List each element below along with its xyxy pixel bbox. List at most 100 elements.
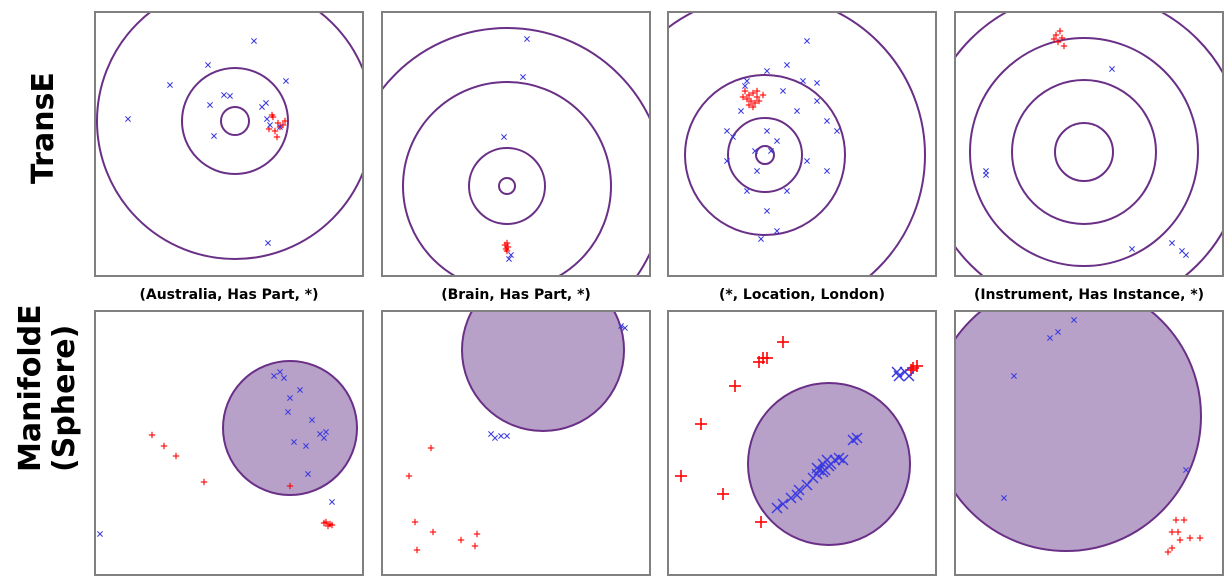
positive-point xyxy=(747,97,755,105)
panel-transe-australia xyxy=(94,11,364,277)
negative-point xyxy=(764,208,770,214)
positive-point xyxy=(471,542,479,550)
panel-manifolde-instrument xyxy=(954,310,1224,576)
positive-point xyxy=(675,470,687,482)
negative-point xyxy=(285,409,291,415)
positive-point xyxy=(755,516,767,528)
negative-point xyxy=(758,236,764,242)
negative-point xyxy=(804,158,810,164)
negative-point xyxy=(744,78,750,84)
negative-point xyxy=(267,122,273,128)
negative-point xyxy=(785,492,797,504)
scatter-plot-manifolde-australia xyxy=(94,310,364,576)
negative-point xyxy=(744,188,750,194)
negative-point xyxy=(824,118,830,124)
negative-point xyxy=(1109,66,1115,72)
negative-point xyxy=(891,366,903,378)
positive-point xyxy=(749,89,757,97)
panel-manifolde-australia xyxy=(94,310,364,576)
ring-0 xyxy=(1054,122,1114,182)
sphere xyxy=(222,360,358,496)
positive-point xyxy=(269,113,277,121)
negative-point xyxy=(837,454,849,466)
negative-point xyxy=(801,479,813,491)
negative-point xyxy=(265,240,271,246)
negative-point xyxy=(221,92,227,98)
negative-point xyxy=(851,432,863,444)
positive-point xyxy=(753,93,761,101)
negative-point xyxy=(263,100,269,106)
negative-point xyxy=(777,498,789,510)
positive-point xyxy=(273,133,281,141)
positive-point xyxy=(717,488,729,500)
negative-point xyxy=(211,133,217,139)
positive-point xyxy=(427,444,435,452)
negative-point xyxy=(309,417,315,423)
ring-2 xyxy=(969,37,1199,267)
negative-point xyxy=(297,387,303,393)
panel-frame xyxy=(667,11,937,277)
row-label-manifolde-line1: ManifoldE xyxy=(13,304,48,472)
negative-point xyxy=(277,369,283,375)
negative-point xyxy=(893,370,905,382)
positive-point xyxy=(753,87,761,95)
positive-point xyxy=(160,442,168,450)
ring-0 xyxy=(220,106,250,136)
positive-point xyxy=(405,472,413,480)
negative-point xyxy=(287,395,293,401)
scatter-plot-manifolde-london xyxy=(667,310,937,576)
panel-transe-london xyxy=(667,11,937,277)
negative-point xyxy=(814,80,820,86)
negative-point xyxy=(271,373,277,379)
negative-point xyxy=(1129,246,1135,252)
row-label-manifolde-line2: (Sphere) xyxy=(47,324,82,472)
positive-point xyxy=(1164,548,1172,556)
negative-point xyxy=(811,462,823,474)
negative-point xyxy=(504,433,510,439)
ring-2 xyxy=(684,74,846,236)
positive-point xyxy=(751,99,759,107)
negative-point xyxy=(205,62,211,68)
negative-point xyxy=(824,168,830,174)
panel-frame xyxy=(954,310,1224,576)
positive-point xyxy=(1196,534,1204,542)
panel-transe-brain xyxy=(381,11,651,277)
negative-point xyxy=(983,172,989,178)
positive-point xyxy=(1054,38,1062,46)
positive-point xyxy=(172,452,180,460)
scatter-plot-manifolde-instrument xyxy=(954,310,1224,576)
panel-frame xyxy=(667,310,937,576)
negative-point xyxy=(618,323,624,329)
ring-1 xyxy=(1011,79,1157,225)
sphere xyxy=(954,310,1202,552)
column-label-brain: (Brain, Has Part, *) xyxy=(441,287,591,303)
sphere xyxy=(747,382,911,546)
positive-point xyxy=(1050,35,1058,43)
sphere xyxy=(461,310,625,432)
column-label-australia: (Australia, Has Part, *) xyxy=(139,287,319,303)
ring-3 xyxy=(381,27,651,277)
negative-point xyxy=(752,148,758,154)
positive-point xyxy=(1172,516,1180,524)
negative-point xyxy=(794,108,800,114)
positive-point xyxy=(413,546,421,554)
positive-point xyxy=(265,125,273,133)
negative-point xyxy=(281,375,287,381)
positive-point xyxy=(411,518,419,526)
panel-frame xyxy=(381,11,651,277)
negative-point xyxy=(724,158,730,164)
ring-2 xyxy=(402,81,612,277)
positive-point xyxy=(503,247,511,255)
positive-point xyxy=(1060,42,1068,50)
positive-point xyxy=(328,521,336,529)
positive-point xyxy=(286,482,294,490)
negative-point xyxy=(227,93,233,99)
negative-point xyxy=(738,108,744,114)
row-label-manifolde: ManifoldE (Sphere) xyxy=(4,304,104,472)
negative-point xyxy=(498,433,504,439)
negative-point xyxy=(305,471,311,477)
scatter-plot-manifolde-brain xyxy=(381,310,651,576)
negative-point xyxy=(125,116,131,122)
ring-3 xyxy=(954,11,1224,277)
scatter-plot-transe-london xyxy=(667,11,937,277)
